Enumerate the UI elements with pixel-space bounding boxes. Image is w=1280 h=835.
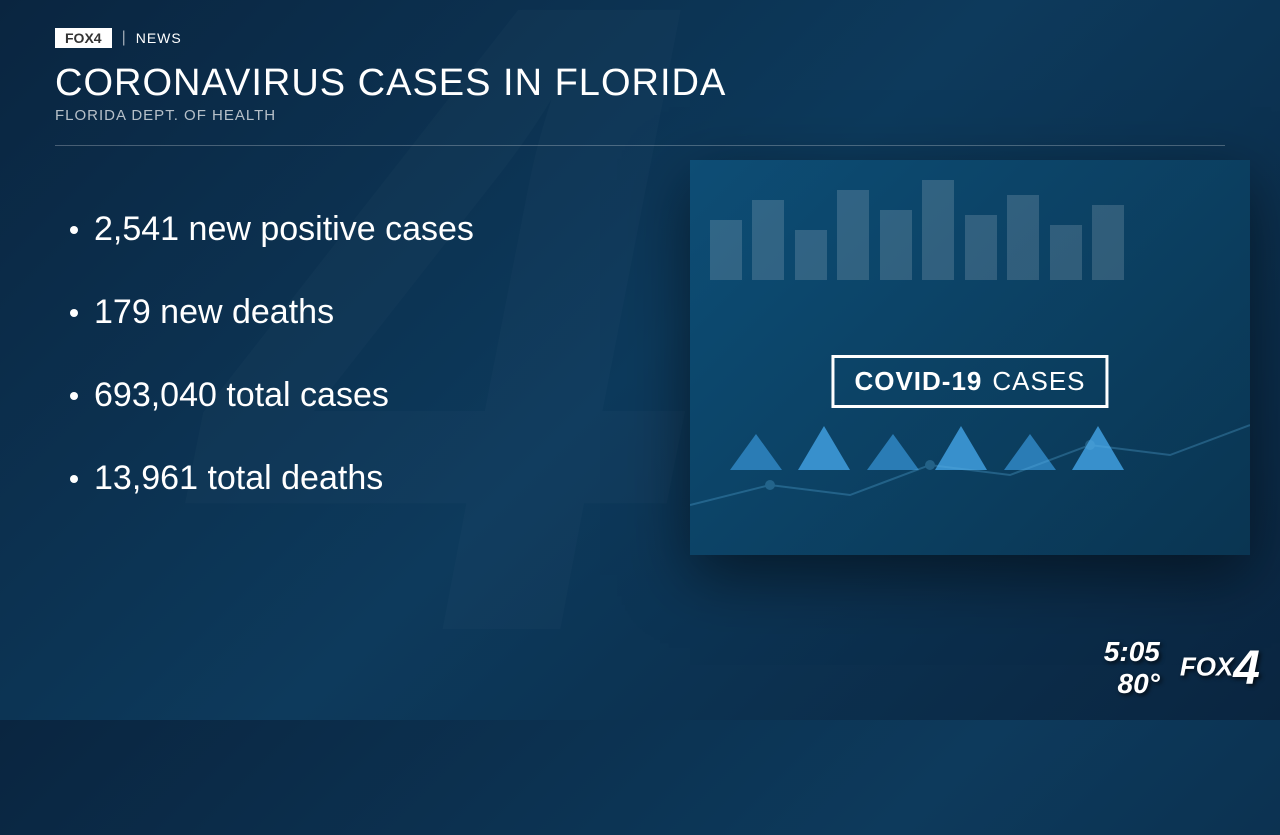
bullet-dot-icon — [70, 392, 78, 400]
bullet-text-2: 179 new deaths — [94, 293, 334, 332]
time-text: 5:05 — [1104, 636, 1160, 668]
time-temp-block: 5:05 80° — [1104, 636, 1160, 700]
covid-label-box: COVID-19 CASES — [831, 355, 1108, 408]
bullet-dot-icon — [70, 475, 78, 483]
badge-section: NEWS — [136, 30, 182, 46]
covid-label-light: CASES — [992, 366, 1085, 397]
bullet-list: 2,541 new positive cases 179 new deaths … — [70, 210, 474, 542]
fox4-logo: FOX4 — [1180, 641, 1260, 696]
bullet-dot-icon — [70, 226, 78, 234]
covid-graphic-panel: COVID-19 CASES — [690, 160, 1250, 555]
bullet-item-2: 179 new deaths — [70, 293, 474, 332]
logo-fox: FOX — [1180, 651, 1233, 681]
covid-label-bold: COVID-19 — [854, 366, 982, 397]
headline-source: FLORIDA DEPT. OF HEALTH — [55, 107, 726, 124]
headline-title: CORONAVIRUS CASES IN FLORIDA — [55, 62, 726, 105]
badge-network: FOX4 — [55, 28, 112, 48]
bullet-item-1: 2,541 new positive cases — [70, 210, 474, 249]
temp-text: 80° — [1104, 668, 1160, 700]
chyron: 5:05 80° FOX4 — [1104, 636, 1260, 700]
bullet-text-1: 2,541 new positive cases — [94, 210, 474, 249]
bullet-text-3: 693,040 total cases — [94, 376, 389, 415]
logo-four: 4 — [1233, 642, 1260, 695]
graphic-bars — [710, 180, 1130, 280]
headline-underline — [55, 145, 1225, 146]
bullet-item-4: 13,961 total deaths — [70, 459, 474, 498]
bullet-dot-icon — [70, 309, 78, 317]
headline-block: CORONAVIRUS CASES IN FLORIDA FLORIDA DEP… — [55, 62, 726, 124]
badge-divider: | — [122, 29, 126, 47]
bullet-text-4: 13,961 total deaths — [94, 459, 383, 498]
top-badge: FOX4 | NEWS — [55, 28, 182, 48]
bullet-item-3: 693,040 total cases — [70, 376, 474, 415]
graphic-line-chart — [690, 405, 1250, 525]
